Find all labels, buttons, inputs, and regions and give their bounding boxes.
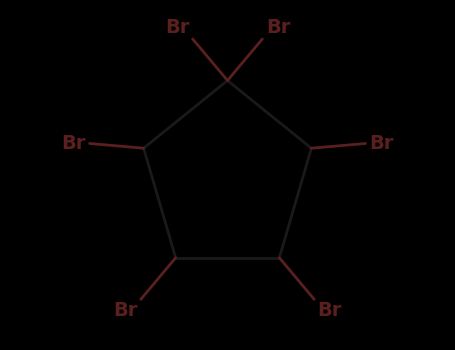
Text: Br: Br [369, 134, 393, 153]
Text: Br: Br [165, 18, 189, 37]
Text: Br: Br [113, 301, 137, 320]
Text: Br: Br [318, 301, 342, 320]
Text: Br: Br [266, 18, 290, 37]
Text: Br: Br [62, 134, 86, 153]
